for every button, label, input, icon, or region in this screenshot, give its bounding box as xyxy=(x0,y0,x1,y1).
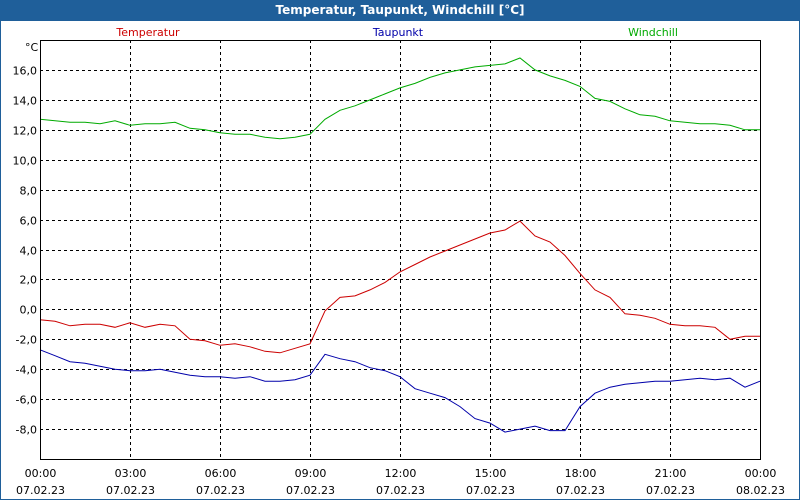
y-tick-label: 10,0 xyxy=(13,155,38,168)
grid xyxy=(40,40,760,459)
x-tick-date-label: 08.02.23 xyxy=(736,484,785,497)
y-tick-label: -8,0 xyxy=(16,424,37,437)
series-line-windchill xyxy=(39,57,760,140)
x-tick-date-label: 07.02.23 xyxy=(196,484,245,497)
series-line-temperatur xyxy=(39,220,760,354)
y-tick-label: 6,0 xyxy=(20,215,38,228)
x-tick-date-label: 07.02.23 xyxy=(16,484,65,497)
x-tick-time-label: 06:00 xyxy=(205,467,237,480)
y-tick-label: -6,0 xyxy=(16,394,37,407)
x-tick-date-label: 07.02.23 xyxy=(106,484,155,497)
y-tick-label: 12,0 xyxy=(13,125,38,138)
y-tick-label: 14,0 xyxy=(13,95,38,108)
legend: Temperatur Taupunkt Windchill xyxy=(115,26,678,39)
x-tick-time-label: 15:00 xyxy=(475,467,507,480)
legend-entry-windchill: Windchill xyxy=(628,26,678,39)
window-title: Temperatur, Taupunkt, Windchill [°C] xyxy=(0,0,800,21)
x-tick-time-label: 03:00 xyxy=(115,467,147,480)
y-tick-label: 0,0 xyxy=(20,304,38,317)
legend-entry-temperatur: Temperatur xyxy=(115,26,180,39)
x-tick-time-label: 21:00 xyxy=(655,467,687,480)
plot-area-frame xyxy=(40,40,761,460)
series-lines xyxy=(39,57,761,433)
series-line-taupunkt xyxy=(39,349,761,433)
x-tick-time-label: 09:00 xyxy=(295,467,327,480)
x-tick-time-label: 00:00 xyxy=(25,467,57,480)
x-tick-date-label: 07.02.23 xyxy=(556,484,605,497)
x-tick-date-label: 07.02.23 xyxy=(646,484,695,497)
x-tick-time-label: 18:00 xyxy=(565,467,597,480)
x-axis-ticks: 00:00 07.02.23 03:00 07.02.23 06:00 07.02.23 0… xyxy=(16,467,785,497)
y-tick-label: -2,0 xyxy=(16,334,37,347)
y-axis-unit-label: °C xyxy=(25,41,39,54)
x-tick-date-label: 07.02.23 xyxy=(466,484,515,497)
x-tick-time-label: 00:00 xyxy=(745,467,777,480)
y-axis-ticks: 16,0 14,0 12,0 10,0 8,0 6,0 4,0 2,0 0,0 -2,0 -4,0 -… xyxy=(13,65,38,437)
y-tick-label: 2,0 xyxy=(20,274,38,287)
line-chart: 16,0 14,0 12,0 10,0 8,0 6,0 4,0 2,0 0,0 -2,0 -4,0 -… xyxy=(13,26,785,497)
y-tick-label: 16,0 xyxy=(13,65,38,78)
x-tick-date-label: 07.02.23 xyxy=(376,484,425,497)
y-tick-label: -4,0 xyxy=(16,364,37,377)
y-tick-label: 8,0 xyxy=(20,185,38,198)
x-tick-date-label: 07.02.23 xyxy=(286,484,335,497)
chart-panel: 16,0 14,0 12,0 10,0 8,0 6,0 4,0 2,0 0,0 -2,0 -4,0 -… xyxy=(1,21,799,499)
x-tick-time-label: 12:00 xyxy=(385,467,417,480)
legend-entry-taupunkt: Taupunkt xyxy=(372,26,424,39)
y-tick-label: 4,0 xyxy=(20,245,38,258)
